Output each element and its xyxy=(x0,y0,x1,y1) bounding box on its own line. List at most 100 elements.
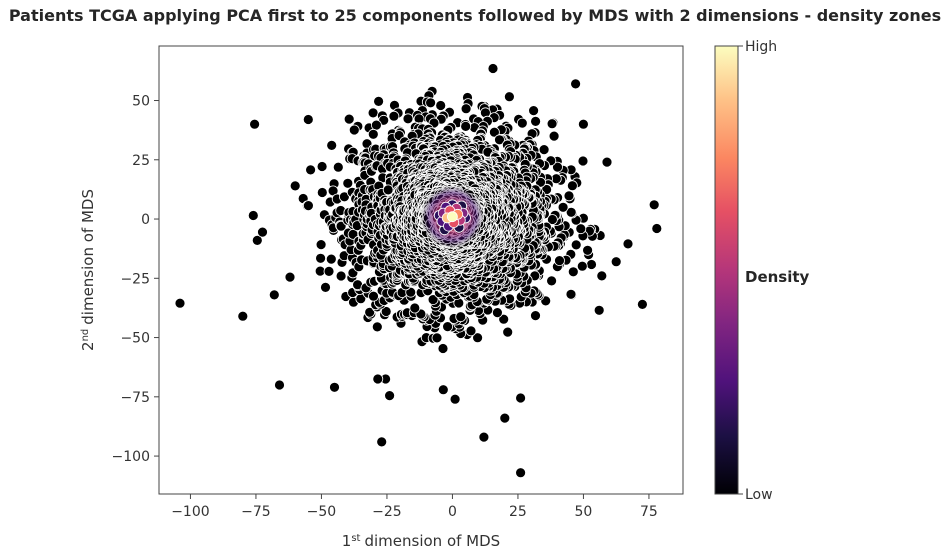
data-point xyxy=(405,286,417,298)
colorbar-low-label: Low xyxy=(745,487,773,503)
y-tick-label: −100 xyxy=(112,449,150,465)
data-point xyxy=(576,260,588,272)
data-point xyxy=(335,270,347,282)
data-point xyxy=(575,223,587,235)
data-point xyxy=(402,113,414,125)
y-tick-label: −25 xyxy=(120,271,150,287)
x-axis-label: 1st dimension of MDS xyxy=(342,532,500,550)
data-point xyxy=(516,117,528,129)
data-point xyxy=(342,177,354,189)
data-point xyxy=(315,239,327,251)
y-tick-label: 25 xyxy=(132,153,150,169)
data-point xyxy=(578,118,589,130)
colorbar-title: Density xyxy=(745,268,810,286)
data-point xyxy=(332,161,344,173)
data-point xyxy=(315,252,327,264)
x-tick-label: −100 xyxy=(171,504,209,520)
data-point xyxy=(316,187,328,198)
data-point xyxy=(577,155,589,167)
data-point xyxy=(343,113,355,125)
data-point xyxy=(515,467,526,479)
data-point xyxy=(409,302,421,314)
data-point xyxy=(289,180,301,192)
data-point xyxy=(567,266,579,278)
colorbar-gradient xyxy=(714,45,739,495)
data-point xyxy=(498,313,510,325)
data-point xyxy=(376,436,388,448)
data-point xyxy=(437,343,449,354)
data-point xyxy=(530,310,541,322)
data-point xyxy=(499,412,511,424)
x-tick-label: 0 xyxy=(448,504,457,520)
y-tick-label: 50 xyxy=(132,94,150,110)
plot-frame xyxy=(158,45,684,495)
data-point xyxy=(237,310,249,322)
data-point xyxy=(320,281,331,293)
data-point xyxy=(530,116,541,127)
data-point xyxy=(478,431,490,443)
data-point xyxy=(326,139,338,151)
data-point xyxy=(431,332,443,344)
data-point xyxy=(371,321,383,333)
data-point xyxy=(367,128,379,140)
data-point xyxy=(455,311,467,323)
data-point xyxy=(460,103,472,115)
data-point xyxy=(648,199,660,211)
data-point xyxy=(502,326,514,338)
y-axis-ticks: −100 −75 −50 −25 0 25 50 xyxy=(112,94,159,465)
x-tick-label: −25 xyxy=(372,504,402,520)
data-point xyxy=(247,210,259,221)
data-point xyxy=(528,105,539,116)
data-point xyxy=(373,96,385,107)
data-point xyxy=(565,288,577,300)
data-point xyxy=(535,176,546,188)
data-point xyxy=(515,392,526,404)
data-point xyxy=(547,214,558,225)
data-point xyxy=(348,124,360,136)
colorbar: High Low Density xyxy=(714,39,810,503)
data-point xyxy=(274,379,285,391)
data-point xyxy=(582,244,593,256)
data-point xyxy=(503,91,515,103)
data-point xyxy=(557,201,569,213)
data-point xyxy=(465,325,477,337)
data-point xyxy=(548,130,560,142)
data-point xyxy=(364,306,376,318)
data-point xyxy=(567,180,578,192)
data-point xyxy=(442,321,454,333)
data-point xyxy=(427,294,439,306)
data-point xyxy=(370,119,382,131)
data-point xyxy=(257,226,268,238)
colorbar-high-label: High xyxy=(745,39,777,55)
data-point xyxy=(596,270,608,282)
data-point xyxy=(382,184,394,196)
data-point xyxy=(329,381,340,393)
x-tick-label: −50 xyxy=(307,504,337,520)
data-point xyxy=(449,393,461,405)
data-point xyxy=(601,156,613,168)
data-point xyxy=(586,259,597,270)
data-point xyxy=(380,306,392,317)
data-point xyxy=(335,220,347,232)
data-point xyxy=(494,134,505,146)
data-point xyxy=(570,78,581,90)
data-point xyxy=(491,307,503,319)
data-point xyxy=(435,100,447,111)
x-tick-label: 50 xyxy=(575,504,593,520)
data-point xyxy=(302,200,314,212)
data-point xyxy=(622,238,634,250)
data-point xyxy=(325,253,337,265)
data-point xyxy=(437,384,449,396)
data-point xyxy=(384,390,396,402)
data-point xyxy=(174,297,186,309)
data-point xyxy=(554,255,565,267)
data-point xyxy=(472,332,484,344)
x-tick-label: −75 xyxy=(241,504,271,520)
y-axis-label: 2nddimension of MDS xyxy=(79,189,97,351)
data-point xyxy=(546,275,557,287)
data-point xyxy=(565,206,577,218)
y-tick-label: −75 xyxy=(120,390,150,406)
data-point xyxy=(367,107,379,119)
data-point xyxy=(316,161,328,172)
